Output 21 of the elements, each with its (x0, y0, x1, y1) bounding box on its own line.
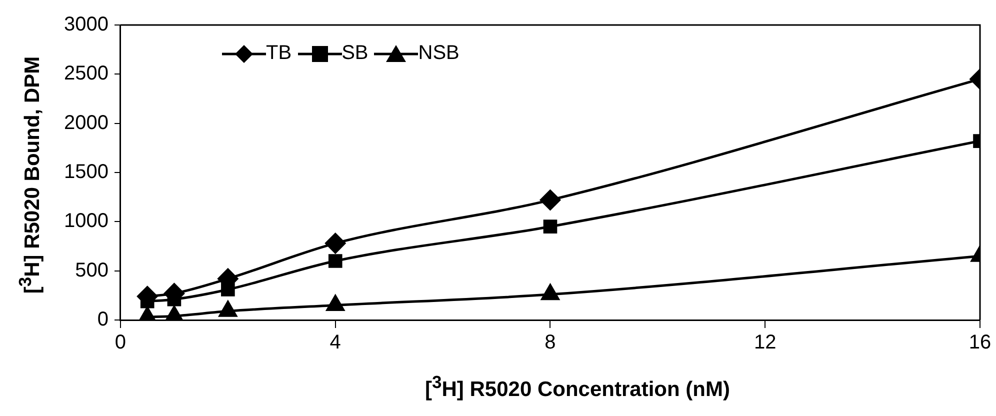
y-tick-label: 500 (75, 259, 108, 282)
point (328, 254, 342, 268)
point (540, 190, 560, 210)
y-tick-label: 0 (97, 308, 108, 331)
point (543, 220, 558, 234)
legend-label: SB (342, 42, 368, 65)
x-tick-label: 4 (330, 332, 341, 354)
y-tick-label: 3000 (64, 14, 108, 36)
x-tick-label: 0 (114, 332, 126, 354)
y-tick-label: 2500 (64, 62, 108, 85)
y-tick-label: 1000 (64, 210, 108, 232)
point (221, 282, 235, 296)
x-tick-label: 16 (968, 332, 992, 354)
point (325, 233, 346, 254)
legend-label: TB (266, 42, 292, 65)
legend-label: NSB (418, 42, 460, 65)
x-axis-title: [$^{3}$H] R5020 Concentration (nM) (424, 372, 731, 402)
x-tick-label: 12 (754, 332, 776, 354)
x-tick-label: 8 (544, 332, 556, 354)
y-tick-label: 2000 (64, 112, 108, 134)
y-tick-label: 1500 (64, 161, 108, 184)
